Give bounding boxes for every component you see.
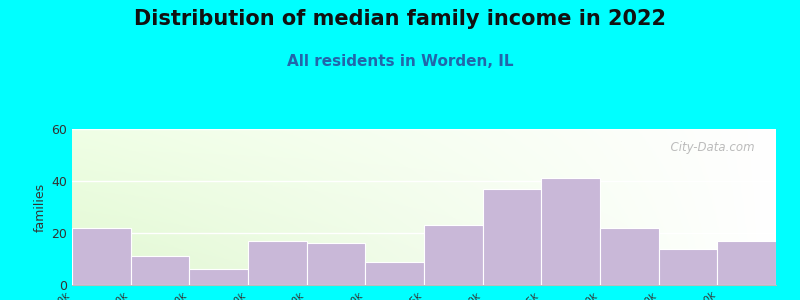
Bar	[600, 228, 658, 285]
Bar	[718, 241, 776, 285]
Text: City-Data.com: City-Data.com	[663, 142, 755, 154]
Bar	[658, 249, 718, 285]
Bar	[130, 256, 190, 285]
Text: All residents in Worden, IL: All residents in Worden, IL	[286, 54, 514, 69]
Bar	[306, 243, 366, 285]
Bar	[542, 178, 600, 285]
Y-axis label: families: families	[34, 182, 47, 232]
Bar	[248, 241, 306, 285]
Bar	[482, 189, 542, 285]
Text: Distribution of median family income in 2022: Distribution of median family income in …	[134, 9, 666, 29]
Bar	[190, 269, 248, 285]
Bar	[366, 262, 424, 285]
Bar	[72, 228, 130, 285]
Bar	[424, 225, 482, 285]
